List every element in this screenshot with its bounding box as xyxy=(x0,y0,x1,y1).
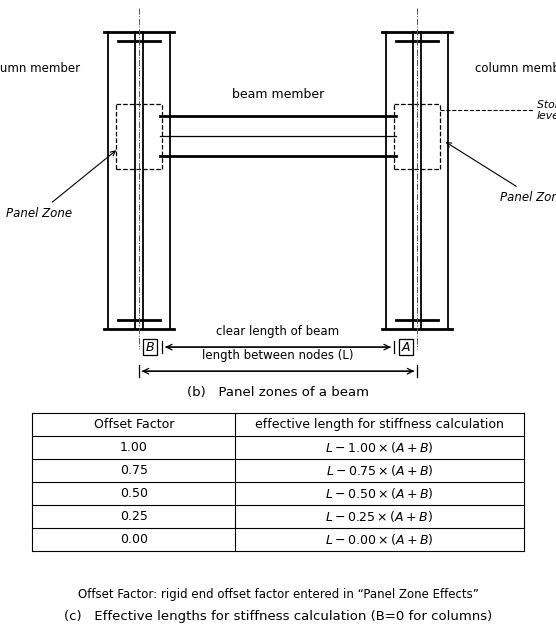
Text: $L-0.25\times(A+B)$: $L-0.25\times(A+B)$ xyxy=(325,509,434,524)
Text: 0.75: 0.75 xyxy=(120,464,148,477)
Text: 0.00: 0.00 xyxy=(120,534,148,546)
Text: Offset Factor: Offset Factor xyxy=(94,418,174,431)
Text: $B$: $B$ xyxy=(145,340,155,354)
Text: 0.25: 0.25 xyxy=(120,510,148,523)
Text: $L-0.00\times(A+B)$: $L-0.00\times(A+B)$ xyxy=(325,532,434,547)
Text: Panel Zone: Panel Zone xyxy=(446,142,556,204)
Text: column member: column member xyxy=(0,61,81,75)
Text: 1.00: 1.00 xyxy=(120,441,148,454)
Text: Offset Factor: rigid end offset factor entered in “Panel Zone Effects”: Offset Factor: rigid end offset factor e… xyxy=(78,588,478,601)
Text: $L-0.50\times(A+B)$: $L-0.50\times(A+B)$ xyxy=(325,486,434,501)
Text: 0.50: 0.50 xyxy=(120,487,148,500)
Text: column member: column member xyxy=(475,61,556,75)
Text: $L-1.00\times(A+B)$: $L-1.00\times(A+B)$ xyxy=(325,440,434,455)
Text: beam member: beam member xyxy=(232,88,324,101)
Text: (c)   Effective lengths for stiffness calculation (B=0 for columns): (c) Effective lengths for stiffness calc… xyxy=(64,610,492,623)
Text: level: level xyxy=(537,112,556,122)
Text: $L-0.75\times(A+B)$: $L-0.75\times(A+B)$ xyxy=(326,463,433,478)
Text: Story (Floor): Story (Floor) xyxy=(537,100,556,110)
Text: $A$: $A$ xyxy=(401,340,411,354)
Text: Panel Zone: Panel Zone xyxy=(6,151,115,219)
Text: length between nodes (L): length between nodes (L) xyxy=(202,349,354,362)
Text: (b)   Panel zones of a beam: (b) Panel zones of a beam xyxy=(187,386,369,399)
Text: effective length for stiffness calculation: effective length for stiffness calculati… xyxy=(255,418,504,431)
Text: clear length of beam: clear length of beam xyxy=(216,325,340,339)
